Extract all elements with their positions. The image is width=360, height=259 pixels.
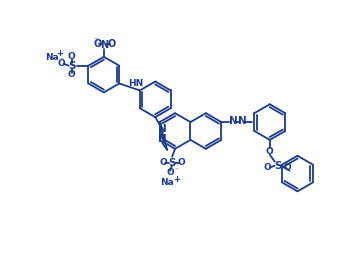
Text: O: O bbox=[108, 39, 116, 49]
Text: O: O bbox=[264, 163, 272, 172]
Text: +: + bbox=[56, 49, 63, 58]
Text: S: S bbox=[274, 161, 282, 171]
Text: N: N bbox=[158, 124, 167, 134]
Text: HN: HN bbox=[128, 80, 143, 89]
Text: S: S bbox=[68, 61, 75, 71]
Text: O: O bbox=[68, 52, 76, 61]
Text: S: S bbox=[168, 158, 176, 168]
Text: O: O bbox=[284, 163, 292, 172]
Text: N: N bbox=[229, 116, 238, 126]
Text: ⁻: ⁻ bbox=[94, 35, 98, 45]
Text: O: O bbox=[266, 147, 274, 156]
Text: Na: Na bbox=[45, 53, 59, 62]
Text: O: O bbox=[94, 39, 102, 49]
Text: O: O bbox=[68, 70, 76, 79]
Text: O: O bbox=[159, 158, 167, 167]
Text: O: O bbox=[177, 158, 185, 167]
Text: N: N bbox=[100, 40, 108, 50]
Text: O: O bbox=[58, 59, 66, 68]
Text: ⁻: ⁻ bbox=[60, 55, 64, 64]
Text: N: N bbox=[158, 134, 167, 144]
Text: +: + bbox=[174, 175, 180, 184]
Text: Na: Na bbox=[160, 178, 174, 187]
Text: ⁻: ⁻ bbox=[174, 165, 178, 174]
Text: N: N bbox=[238, 116, 247, 126]
Text: O: O bbox=[166, 168, 174, 177]
